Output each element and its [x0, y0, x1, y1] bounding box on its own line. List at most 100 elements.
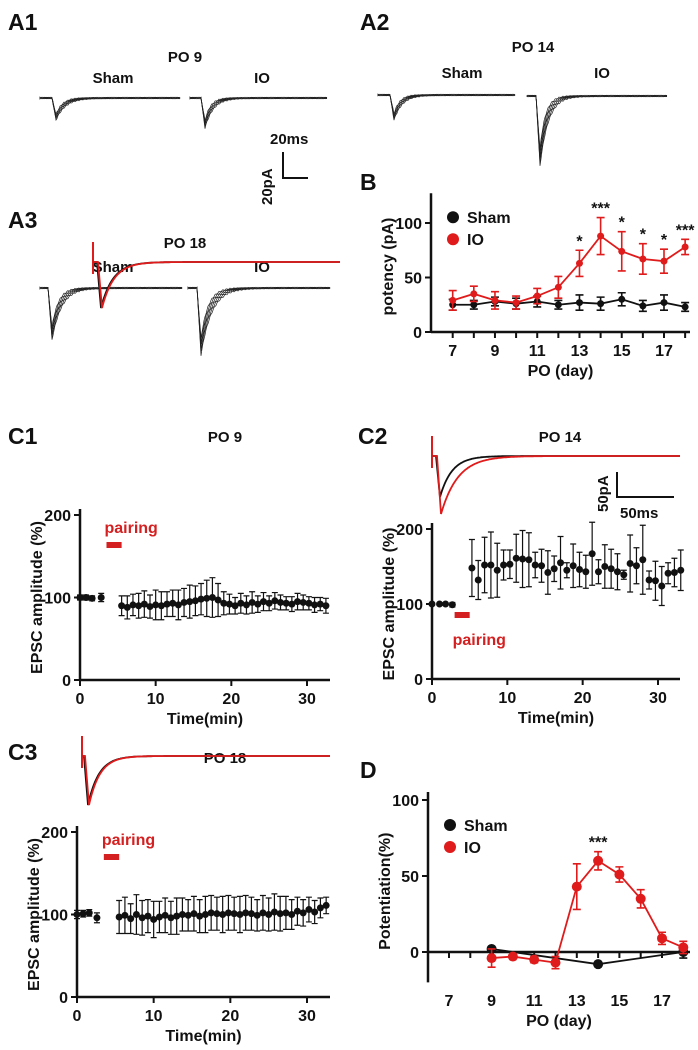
- c1-data-point: [208, 594, 216, 601]
- b-point-io: [512, 299, 520, 307]
- b-significance: *: [640, 227, 647, 244]
- b-legend-label-io: IO: [467, 232, 484, 249]
- c1-data-point: [129, 601, 137, 609]
- b-point-io: [575, 259, 583, 267]
- b-point-sham: [554, 301, 562, 309]
- panel-label-d: D: [360, 757, 377, 783]
- c3-data-point: [265, 911, 273, 918]
- c1-data-point: [82, 594, 90, 601]
- c2-y-axis-label: EPSC amplitude (%): [381, 528, 398, 681]
- c3-data-point: [270, 908, 278, 916]
- c1-data-point: [288, 600, 296, 608]
- b-x-tick-label: 11: [529, 343, 546, 360]
- b-significance: ***: [591, 201, 610, 218]
- a1-scale-time: 20ms: [270, 131, 308, 148]
- c2-data-point: [493, 566, 501, 574]
- c2-data-point: [620, 571, 628, 579]
- c3-data-point: [230, 910, 238, 918]
- c3-data-point: [224, 909, 232, 917]
- c1-y-axis-label: EPSC amplitude (%): [29, 521, 46, 674]
- c3-x-tick-label: 0: [73, 1008, 82, 1025]
- c1-data-point: [316, 600, 324, 608]
- b-legend-label-sham: Sham: [467, 210, 511, 227]
- c2-chart: 0 100 200 0 10 20 30 Time(min) EPSC amplitude (%…: [381, 521, 685, 727]
- a2-title: PO 14: [512, 39, 555, 56]
- a3-sham-trace: [39, 286, 183, 338]
- c3-data-point: [184, 911, 192, 919]
- c1-data-point: [163, 600, 171, 608]
- c1-data-point: [248, 598, 256, 606]
- d-y-axis-label: Potentiation(%): [377, 833, 394, 950]
- c1-y-tick-label: 200: [44, 508, 71, 525]
- c3-data-point: [242, 909, 250, 917]
- a2-sham-trace: [377, 93, 516, 118]
- a2-io-trace: [526, 94, 668, 166]
- a1-title: PO 9: [168, 49, 202, 66]
- c2-data-point: [651, 577, 659, 585]
- c1-data-point: [157, 602, 165, 610]
- b-point-sham: [597, 300, 605, 308]
- d-x-tick-label: 11: [526, 993, 543, 1010]
- c3-pairing-bar: [103, 854, 120, 860]
- panel-label-a1: A1: [8, 9, 38, 35]
- b-point-io: [660, 257, 668, 265]
- c3-x-tick-label: 30: [298, 1008, 316, 1025]
- c2-data-point: [582, 568, 590, 576]
- c2-x-axis-label: Time(min): [518, 710, 594, 727]
- b-point-io: [554, 283, 562, 291]
- c3-data-point: [144, 912, 152, 920]
- c2-data-point: [607, 565, 615, 573]
- c2-data-point: [531, 561, 539, 569]
- c2-y-tick-label: 200: [396, 522, 423, 539]
- c3-data-point: [196, 912, 204, 920]
- c1-title: PO 9: [208, 429, 242, 446]
- traces: [39, 93, 680, 806]
- c1-data-point: [146, 603, 154, 611]
- d-point-io: [529, 954, 540, 965]
- c3-x-tick-label: 20: [221, 1008, 239, 1025]
- c2-data-point: [550, 565, 558, 573]
- panel-label-a2: A2: [360, 9, 389, 35]
- c1-data-point: [214, 596, 222, 604]
- c1-data-point: [271, 597, 279, 605]
- a3-sham-trace: [39, 286, 183, 333]
- c2-data-point: [448, 601, 456, 609]
- panel-label-c3: C3: [8, 739, 37, 765]
- d-x-tick-label: 17: [653, 993, 671, 1010]
- c2-data-point: [506, 560, 514, 568]
- c3-data-point: [138, 914, 146, 922]
- a2-sham-label: Sham: [442, 65, 483, 82]
- c2-y-tick-label: 0: [414, 672, 423, 689]
- c3-data-point: [219, 911, 227, 918]
- c2-data-point: [569, 562, 577, 570]
- c3-data-point: [115, 913, 123, 921]
- c1-data-point: [169, 599, 177, 607]
- a2-io-trace: [526, 94, 668, 156]
- c3-io-trace: [82, 755, 330, 806]
- c2-data-point: [474, 576, 482, 584]
- b-point-io: [681, 243, 689, 251]
- c3-data-point: [178, 911, 186, 918]
- d-legend-marker-io: [444, 841, 456, 853]
- b-point-sham: [470, 301, 478, 309]
- c1-data-point: [265, 599, 273, 607]
- a3-sham-label: Sham: [93, 259, 134, 276]
- d-series-io-line: [491, 859, 684, 964]
- c1-data-point: [299, 598, 307, 606]
- c1-x-tick-label: 30: [298, 691, 316, 708]
- c1-data-point: [305, 599, 313, 607]
- a1-io-label: IO: [254, 70, 270, 87]
- c2-data-point: [594, 568, 602, 576]
- c2-data-point: [436, 600, 444, 608]
- c3-data-point: [207, 909, 215, 917]
- c3-data-point: [213, 910, 221, 918]
- c2-data-point: [481, 561, 489, 569]
- b-x-tick-label: 13: [571, 343, 589, 360]
- b-legend-marker-sham: [447, 211, 459, 224]
- c1-chart: 0 100 200 0 10 20 30 Time(min) EPSC amplitude (%…: [29, 508, 330, 728]
- d-y-tick-label: 50: [401, 869, 419, 886]
- a2-io-trace: [526, 94, 668, 160]
- b-legend-marker-io: [447, 233, 459, 246]
- b-point-io: [597, 232, 605, 240]
